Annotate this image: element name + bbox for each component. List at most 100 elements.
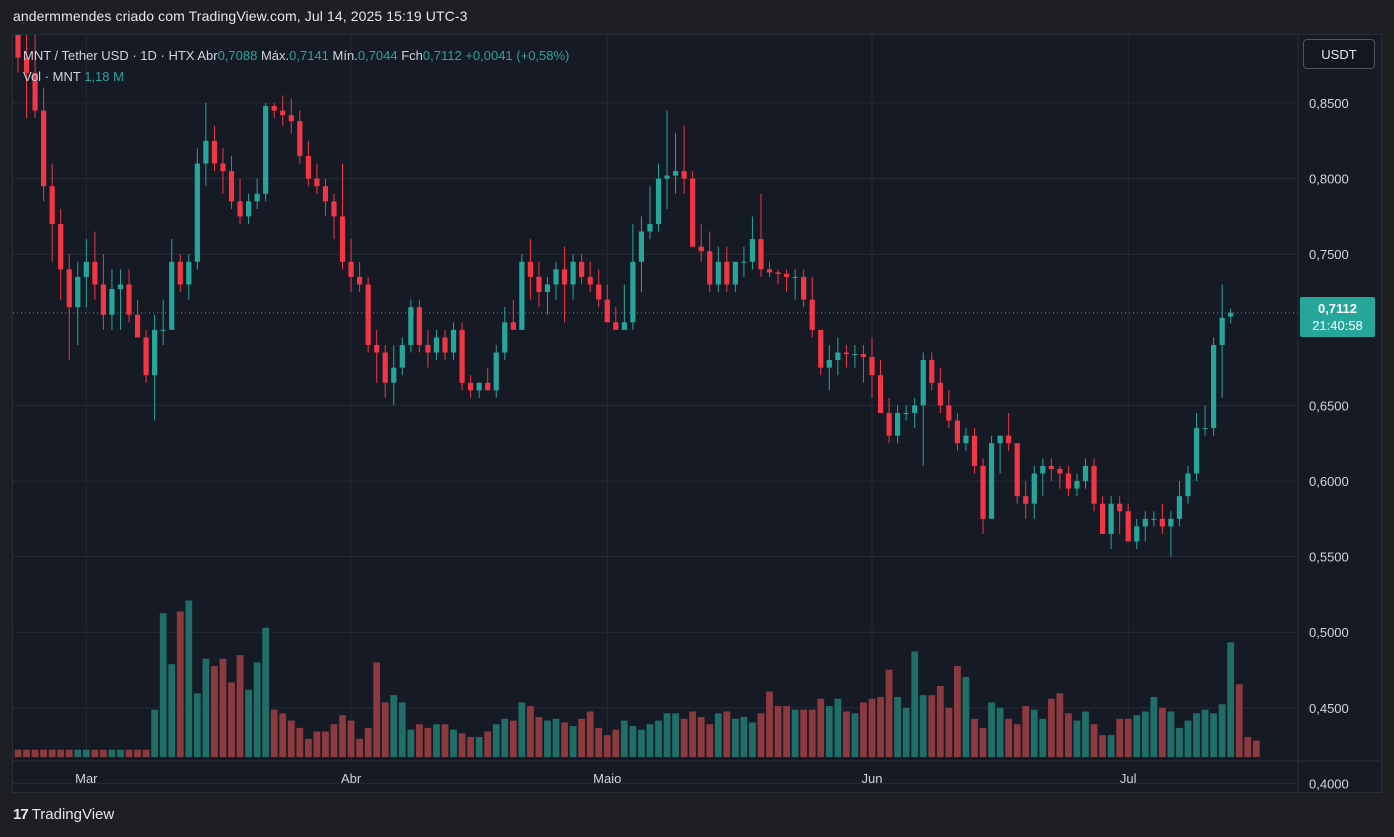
candle: [23, 35, 30, 119]
volume-bar: [578, 718, 586, 757]
candle: [32, 35, 38, 119]
candle: [997, 435, 1003, 474]
volume-bar: [1167, 711, 1175, 757]
volume-bar: [1193, 713, 1200, 757]
volume-bar: [902, 707, 910, 757]
candle: [988, 435, 995, 519]
candle: [1142, 511, 1148, 542]
volume-bar: [766, 691, 773, 757]
candle: [613, 307, 619, 330]
volume-bar: [689, 711, 697, 757]
volume-bar: [791, 709, 799, 757]
volume-bar: [509, 720, 517, 757]
time-tick-label: Jun: [862, 771, 883, 786]
candle: [1014, 443, 1020, 504]
candle: [655, 163, 662, 232]
volume-bar: [808, 709, 816, 757]
volume-label[interactable]: Vol · MNT: [23, 69, 81, 84]
volume-bar: [176, 611, 184, 757]
candle: [237, 178, 243, 224]
volume-bar: [817, 698, 825, 757]
volume-bar: [313, 731, 321, 757]
candle: [1185, 465, 1191, 504]
volume-bar: [561, 722, 568, 757]
bar-countdown: 21:40:58: [1312, 318, 1363, 333]
volume-bar: [1039, 718, 1047, 757]
volume-bar: [655, 720, 662, 757]
candle: [681, 125, 687, 194]
candle: [920, 352, 926, 466]
candle: [211, 125, 218, 172]
volume-bar: [749, 722, 756, 757]
candle: [177, 254, 183, 293]
volume-bar: [629, 726, 637, 757]
volume-bar: [82, 749, 90, 757]
candle: [784, 269, 790, 293]
candlestick-chart[interactable]: 0,8500 0,8000 0,7500 0,6500 0,6000 0,5500 0,50…: [13, 35, 1382, 793]
volume-bar: [1244, 736, 1252, 757]
candle: [852, 344, 858, 368]
volume-bar: [1030, 709, 1038, 757]
candle: [502, 307, 508, 361]
candle: [630, 223, 636, 330]
low-label: Mín.: [332, 48, 358, 63]
candle: [348, 239, 354, 293]
open-value: 0,7088: [217, 48, 258, 63]
candle: [570, 254, 576, 300]
volume-bar: [535, 716, 543, 757]
candle: [1108, 496, 1114, 550]
candle: [903, 405, 909, 421]
grid-lines: [13, 35, 1298, 784]
tradingview-footer[interactable]: 17 TradingView: [13, 806, 114, 823]
chart-pane[interactable]: 0,8500 0,8000 0,7500 0,6500 0,6000 0,5500 0,50…: [12, 34, 1382, 793]
candle: [15, 35, 21, 73]
candle: [621, 284, 627, 330]
candle: [1168, 511, 1174, 557]
candle: [724, 246, 730, 293]
price-tick-label: 0,6500: [1309, 398, 1349, 413]
volume-bar: [996, 707, 1004, 757]
volume-bar: [57, 749, 65, 757]
candle: [664, 110, 670, 209]
volume-bar: [31, 749, 39, 757]
low-value: 0,7044: [357, 48, 398, 63]
symbol-name[interactable]: MNT / Tether USD · 1D · HTX: [23, 48, 195, 63]
currency-button[interactable]: USDT: [1303, 39, 1375, 69]
candle: [408, 299, 414, 353]
volume-bar: [279, 713, 287, 757]
volume-bar: [1227, 642, 1235, 757]
candle: [1023, 481, 1029, 519]
candle: [963, 428, 969, 451]
candle: [801, 269, 807, 308]
candle: [382, 344, 388, 398]
candle: [152, 314, 158, 421]
volume-bar: [911, 651, 919, 757]
volume-bar: [373, 662, 381, 757]
candle: [1134, 518, 1140, 550]
volume-bar: [151, 709, 159, 757]
candle: [758, 193, 764, 277]
volume-bar: [774, 706, 782, 757]
candle: [1125, 503, 1131, 542]
volume-bar: [877, 696, 884, 757]
candle: [254, 178, 260, 209]
volume-bar: [954, 666, 961, 757]
price-tick-label: 0,5500: [1309, 550, 1349, 565]
candle: [280, 95, 286, 126]
candle: [374, 329, 380, 383]
volume-bar: [117, 749, 124, 757]
volume-bar: [1013, 724, 1021, 757]
volume-bar: [1210, 713, 1217, 757]
last-price-tag: 0,7112 21:40:58: [1300, 297, 1375, 337]
candle: [203, 103, 209, 187]
volume-bar: [484, 731, 492, 757]
volume-bar: [1252, 740, 1260, 757]
candle: [954, 412, 960, 451]
chart-legend: MNT / Tether USD · 1D · HTX Abr0,7088 Má…: [23, 45, 569, 87]
volume-bar: [1218, 704, 1226, 757]
volume-bar: [834, 698, 842, 757]
candle: [579, 254, 585, 285]
volume-bar: [168, 664, 176, 757]
volume-bar: [1047, 698, 1055, 757]
volume-bar: [569, 726, 577, 757]
